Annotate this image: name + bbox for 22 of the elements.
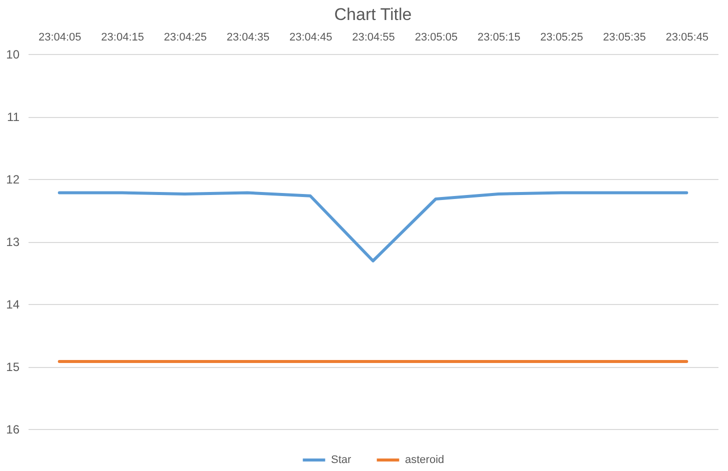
y-tick-label: 13 — [6, 235, 20, 249]
x-tick-label: 23:04:35 — [226, 32, 270, 44]
y-tick-label: 11 — [7, 110, 20, 124]
x-tick-label: 23:04:45 — [289, 32, 332, 44]
x-tick-label: 23:04:05 — [38, 32, 82, 44]
x-tick-label: 23:04:55 — [352, 32, 395, 44]
y-tick-label: 14 — [6, 298, 20, 312]
x-tick-label: 23:04:15 — [101, 32, 144, 44]
y-tick-label: 16 — [6, 422, 20, 436]
chart-title: Chart Title — [334, 5, 412, 24]
y-tick-label: 15 — [6, 360, 20, 374]
x-tick-label: 23:05:25 — [540, 32, 584, 44]
line-series — [58, 191, 688, 262]
x-tick-label: 23:05:05 — [414, 32, 458, 44]
y-tick-label: 12 — [6, 172, 20, 186]
x-tick-label: 23:05:35 — [602, 32, 646, 44]
legend-label: asteroid — [405, 454, 444, 466]
x-tick-label: 23:05:15 — [478, 32, 520, 44]
legend-label: Star — [331, 454, 352, 466]
x-tick-label: 23:04:25 — [164, 32, 207, 44]
y-tick-label: 10 — [6, 48, 20, 62]
x-tick-label: 23:05:45 — [666, 32, 709, 44]
